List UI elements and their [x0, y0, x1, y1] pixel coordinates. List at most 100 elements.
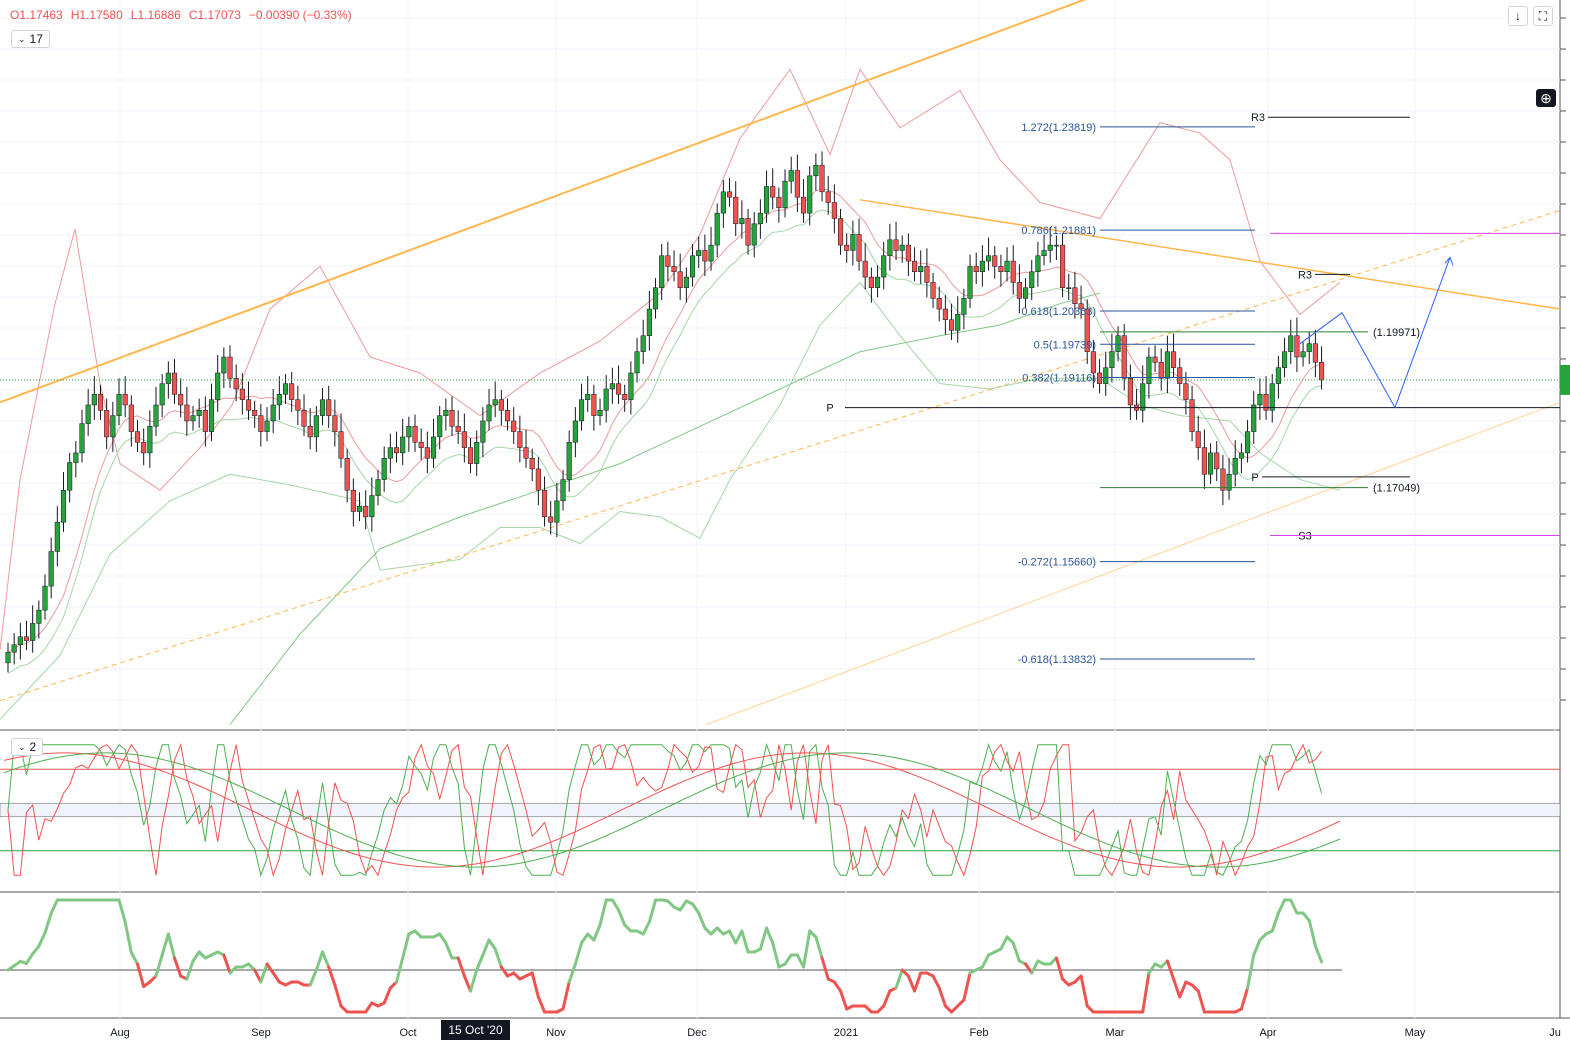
momentum-segment: [771, 941, 781, 969]
candle-body: [1103, 367, 1109, 384]
momentum-segment: [123, 920, 133, 955]
momentum-segment: [166, 932, 177, 960]
momentum-segment: [740, 929, 750, 954]
main-pane-collapse-button[interactable]: ⌄ 17: [11, 30, 50, 48]
arrow-down-icon[interactable]: ↓: [1508, 6, 1528, 26]
candle-body: [233, 378, 239, 390]
candle-body: [837, 218, 844, 246]
candle-body: [344, 457, 350, 491]
candle-body: [585, 394, 591, 400]
momentum-segment: [765, 926, 775, 945]
candle-body: [23, 636, 30, 641]
momentum-segment: [475, 953, 485, 972]
candle-body: [363, 505, 369, 518]
candle-body: [1269, 383, 1275, 411]
candle-body: [609, 383, 615, 390]
candle-body: [677, 271, 683, 288]
bollinger-middle-band: [7, 188, 1322, 653]
candle-body: [893, 239, 899, 251]
trendline: [705, 401, 1561, 726]
candle-body: [1189, 399, 1195, 432]
pivot-label: R3: [1298, 269, 1312, 281]
momentum-segment: [906, 974, 917, 993]
momentum-segment: [253, 968, 263, 984]
candle-body: [400, 436, 406, 454]
ohlc-legend: O1.17463 H1.17580 L1.16886 C1.17073 −0.0…: [10, 8, 352, 22]
candle-body: [1004, 260, 1010, 273]
momentum-segment: [222, 953, 232, 975]
candle-body: [1275, 367, 1281, 384]
candle-body: [720, 191, 726, 214]
momentum-segment: [462, 974, 473, 993]
candle-body: [850, 234, 856, 251]
candle-body: [36, 609, 42, 624]
candle-body: [689, 255, 696, 278]
fib-level-label: 0.786(1.21881): [1021, 225, 1096, 237]
candle-body: [622, 394, 628, 400]
candle-body: [60, 489, 67, 523]
candle-body: [1109, 351, 1115, 368]
candle-body: [726, 191, 733, 198]
plus-circle-icon[interactable]: ⊕: [1536, 89, 1556, 107]
momentum-segment: [561, 980, 571, 1011]
candle-body: [955, 314, 961, 331]
candle-body: [443, 410, 449, 416]
candle-body: [1238, 452, 1244, 459]
candle-body: [757, 212, 763, 225]
candle-body: [276, 394, 282, 406]
candle-body: [1183, 383, 1189, 400]
candle-body: [566, 442, 572, 480]
candle-body: [1053, 244, 1059, 247]
ohlc-change: −0.00390 (−0.33%): [248, 8, 352, 22]
candle-body: [1195, 431, 1201, 448]
candle-body: [591, 394, 597, 416]
candle-body: [973, 266, 979, 273]
candle-body: [252, 410, 258, 416]
x-tick-label: Dec: [687, 1027, 707, 1039]
momentum-segment: [530, 971, 540, 999]
ohlc-open: O1.17463: [10, 8, 63, 22]
momentum-segment: [962, 971, 972, 1002]
osc-pane-collapse-button[interactable]: ⌄ 2: [11, 738, 44, 756]
momentum-segment: [499, 965, 510, 978]
candle-body: [418, 442, 424, 448]
momentum-segment: [487, 938, 497, 951]
ohlc-high: H1.17580: [70, 8, 123, 22]
candle-body: [844, 244, 850, 251]
candle-body: [578, 399, 585, 422]
candle-body: [338, 431, 344, 459]
candle-body: [529, 457, 535, 470]
price-level-label: (1.17049): [1373, 483, 1420, 495]
candle-body: [147, 426, 153, 454]
momentum-segment: [395, 956, 405, 984]
candle-body: [646, 308, 652, 336]
candle-body: [215, 372, 221, 400]
candle-body: [936, 298, 942, 310]
candle-body: [184, 404, 190, 422]
candle-body: [961, 298, 967, 315]
chevron-down-icon: ⌄: [18, 741, 26, 752]
candle-body: [332, 415, 338, 432]
momentum-segment: [783, 953, 793, 966]
candle-body: [375, 479, 381, 496]
candle-body: [449, 410, 455, 427]
momentum-segment: [327, 965, 337, 987]
candle-body: [42, 585, 48, 611]
osc-pane-count: 2: [29, 740, 37, 754]
momentum-segment: [728, 929, 738, 945]
candle-body: [30, 623, 36, 641]
momentum-segment: [999, 935, 1009, 951]
momentum-segment: [1196, 989, 1206, 1014]
fullscreen-icon[interactable]: ⛶: [1533, 6, 1553, 26]
candle-body: [350, 489, 356, 512]
momentum-segment: [37, 931, 47, 948]
candle-body: [548, 516, 554, 523]
candle-body: [313, 415, 319, 438]
slow-stoch-k-line: [3, 752, 1341, 868]
candle-body: [733, 196, 739, 225]
candle-body: [1035, 255, 1041, 273]
ohlc-close: C1.17073: [188, 8, 241, 22]
candle-body: [1023, 287, 1029, 299]
candle-body: [122, 394, 128, 406]
